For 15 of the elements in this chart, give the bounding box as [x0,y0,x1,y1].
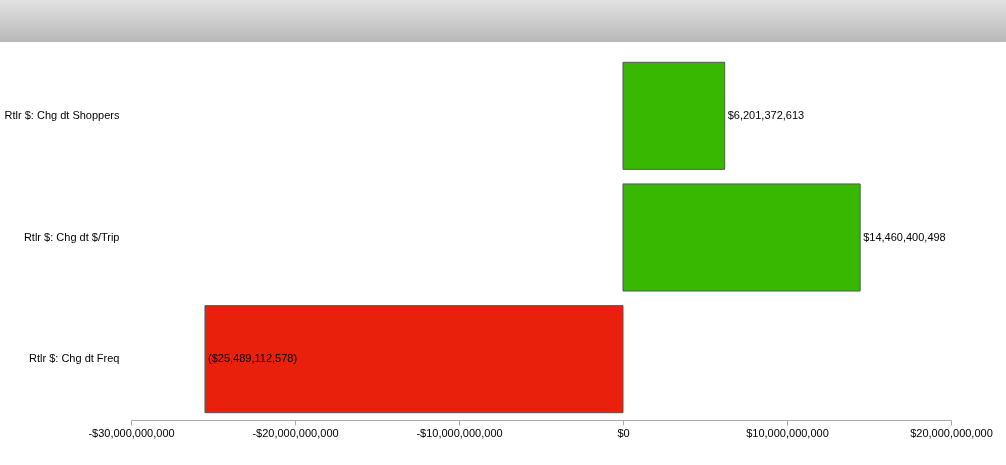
x-tick-label: $0 [617,426,630,439]
data-label: $6,201,372,613 [727,108,805,121]
y-tick-label: Rtlr $: Chg dt Shoppers [4,108,120,121]
data-label: $14,460,400,498 [863,230,946,243]
bar [622,61,726,170]
x-tick-label: -$20,000,000,000 [252,426,339,439]
x-tick-label: $20,000,000,000 [910,426,993,439]
data-label: ($25,489,112,578) [207,352,298,365]
y-tick-label: Rtlr $: Chg dt $/Trip [23,230,120,243]
x-tick-label: -$30,000,000,000 [88,426,175,439]
bar [204,305,624,414]
x-tick-label: -$10,000,000,000 [416,426,503,439]
bar [622,183,861,292]
y-tick-label: Rtlr $: Chg dt Freq [29,352,120,365]
x-tick-label: $10,000,000,000 [746,426,829,439]
